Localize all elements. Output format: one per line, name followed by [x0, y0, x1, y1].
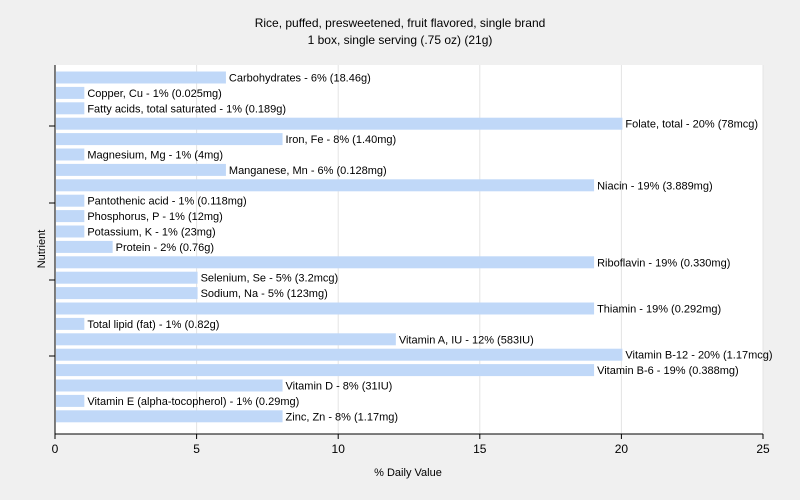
x-tick-label: 20	[615, 442, 629, 456]
bar-label: Vitamin E (alpha-tocopherol) - 1% (0.29m…	[87, 396, 299, 408]
x-ticks: 0 5 10 15 20 25	[52, 434, 770, 456]
bar	[56, 86, 85, 99]
bar	[56, 71, 226, 84]
x-tick-label: 0	[52, 442, 59, 456]
bar	[56, 394, 85, 407]
chart-subtitle: 1 box, single serving (.75 oz) (21g)	[308, 33, 493, 47]
chart-title: Rice, puffed, presweetened, fruit flavor…	[255, 16, 546, 30]
bar-label: Iron, Fe - 8% (1.40mg)	[286, 134, 397, 146]
bar	[56, 302, 595, 315]
bar-label: Niacin - 19% (3.889mg)	[597, 180, 713, 192]
bar-label: Sodium, Na - 5% (123mg)	[201, 288, 328, 300]
bar	[56, 102, 85, 115]
bar-label: Carbohydrates - 6% (18.46g)	[229, 73, 371, 85]
bar	[56, 333, 396, 346]
bar-label: Magnesium, Mg - 1% (4mg)	[87, 150, 223, 162]
bar-label: Pantothenic acid - 1% (0.118mg)	[87, 196, 246, 208]
bar-label: Total lipid (fat) - 1% (0.82g)	[87, 319, 219, 331]
bar	[56, 163, 226, 176]
bar-label: Riboflavin - 19% (0.330mg)	[597, 257, 730, 269]
bar	[56, 148, 85, 161]
bar-label: Phosphorus, P - 1% (12mg)	[87, 211, 223, 223]
bar	[56, 379, 283, 392]
bar	[56, 194, 85, 207]
x-tick-label: 10	[332, 442, 346, 456]
bar-label: Thiamin - 19% (0.292mg)	[597, 304, 721, 316]
bar	[56, 117, 623, 130]
bar	[56, 410, 283, 423]
bar-label: Vitamin D - 8% (31IU)	[286, 381, 393, 393]
bar	[56, 271, 198, 284]
bar	[56, 240, 113, 253]
bar-label: Selenium, Se - 5% (3.2mcg)	[201, 273, 339, 285]
bar-label: Vitamin B-6 - 19% (0.388mg)	[597, 365, 739, 377]
bar	[56, 287, 198, 300]
bar-label: Vitamin B-12 - 20% (1.17mcg)	[625, 350, 772, 362]
bar	[56, 317, 85, 330]
x-tick-label: 5	[193, 442, 200, 456]
bar-label: Protein - 2% (0.76g)	[116, 242, 214, 254]
axes	[49, 65, 763, 435]
bar	[56, 133, 283, 146]
bar	[56, 256, 595, 269]
y-axis-label: Nutrient	[36, 230, 48, 269]
bar-label: Copper, Cu - 1% (0.025mg)	[87, 88, 222, 100]
bar	[56, 210, 85, 223]
bar	[56, 364, 595, 377]
bar-label: Zinc, Zn - 8% (1.17mg)	[286, 411, 398, 423]
bar	[56, 225, 85, 238]
bar	[56, 179, 595, 192]
x-tick-label: 25	[756, 442, 770, 456]
bar	[56, 348, 623, 361]
bar-label: Manganese, Mn - 6% (0.128mg)	[229, 165, 387, 177]
bar-label: Fatty acids, total saturated - 1% (0.189…	[87, 103, 286, 115]
bar-label: Vitamin A, IU - 12% (583IU)	[399, 334, 534, 346]
bar-label: Folate, total - 20% (78mcg)	[625, 119, 758, 131]
bar-label: Potassium, K - 1% (23mg)	[87, 227, 215, 239]
x-axis-label: % Daily Value	[374, 467, 442, 479]
x-tick-label: 15	[473, 442, 487, 456]
bars: Carbohydrates - 6% (18.46g) Copper, Cu - …	[56, 71, 773, 423]
